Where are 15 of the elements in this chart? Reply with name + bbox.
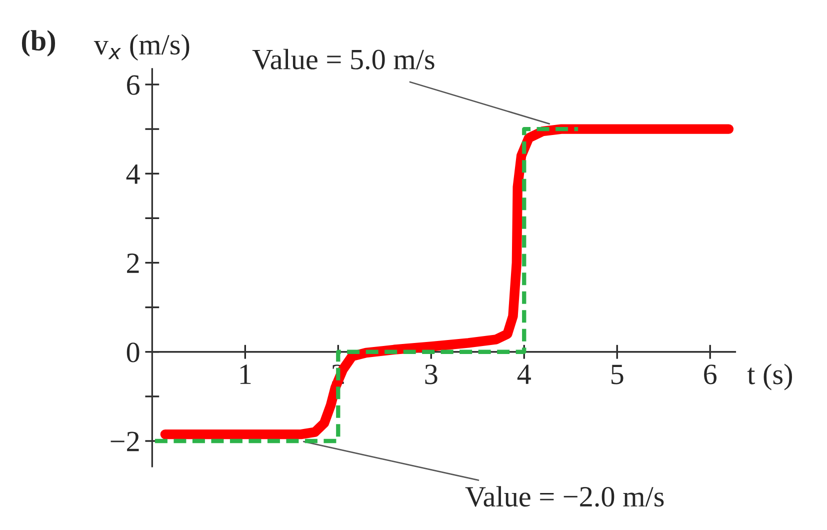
annotation: Value = −2.0 m/s — [465, 486, 664, 507]
y-tick-label: 4 — [126, 164, 140, 184]
annotation: Value = 5.0 m/s — [252, 48, 434, 70]
y-tick-label: 0 — [126, 342, 140, 362]
chart-title: (b) — [22, 30, 56, 57]
x-tick-label: 6 — [704, 364, 717, 384]
x-tick-label: 1 — [240, 364, 251, 384]
y-tick-label: 2 — [127, 254, 139, 273]
x-tick-label: 4 — [517, 364, 531, 384]
x-tick-label: 3 — [425, 364, 438, 384]
y-tick-label: −2 — [110, 432, 139, 452]
x-tick-label: 5 — [612, 364, 624, 384]
x-axis-title: t (s) — [747, 364, 792, 390]
y-axis-title: v$_{x}$ (m/s) — [94, 34, 190, 61]
y-tick-label: 6 — [127, 75, 140, 95]
